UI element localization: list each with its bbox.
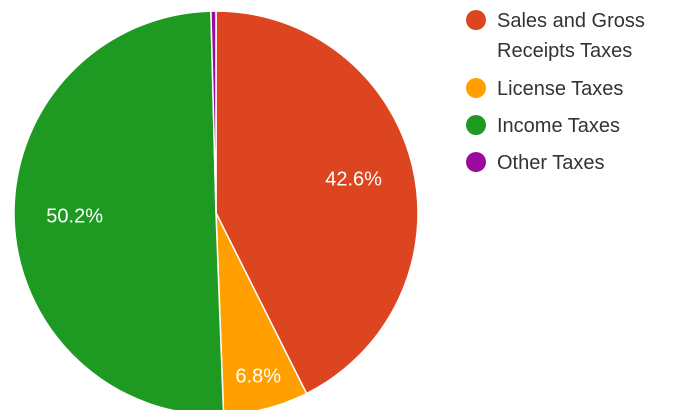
legend-swatch [466, 115, 486, 135]
pie-slices [13, 10, 419, 410]
legend-item-license-taxes: License Taxes [466, 78, 623, 100]
chart-legend: Sales and Gross Receipts Taxes License Tax… [466, 10, 645, 174]
slice-label-license-taxes: 6.8% [235, 366, 281, 388]
legend-label: License Taxes [497, 78, 623, 100]
pie-slice-license-taxes [215, 212, 308, 410]
legend-label: Sales and Gross [497, 10, 645, 32]
pie-slice-labels: 42.6% 6.8% 50.2% [46, 169, 382, 388]
legend-swatch [466, 78, 486, 98]
legend-label: Receipts Taxes [497, 40, 632, 62]
legend-swatch [466, 10, 486, 30]
pie-slice-other-taxes [210, 10, 217, 214]
slice-label-income-taxes: 50.2% [46, 206, 103, 228]
pie-slice-sales-and-gross-receipts-taxes [215, 10, 419, 395]
legend-item-income-taxes: Income Taxes [466, 115, 620, 137]
pie-slice-income-taxes [13, 10, 225, 410]
legend-swatch [466, 152, 486, 172]
legend-label: Other Taxes [497, 152, 604, 174]
legend-item-sales-and-gross-receipts-taxes: Sales and Gross Receipts Taxes [466, 10, 645, 62]
legend-label: Income Taxes [497, 115, 620, 137]
slice-label-sales-and-gross-receipts-taxes: 42.6% [325, 169, 382, 191]
legend-item-other-taxes: Other Taxes [466, 152, 604, 174]
